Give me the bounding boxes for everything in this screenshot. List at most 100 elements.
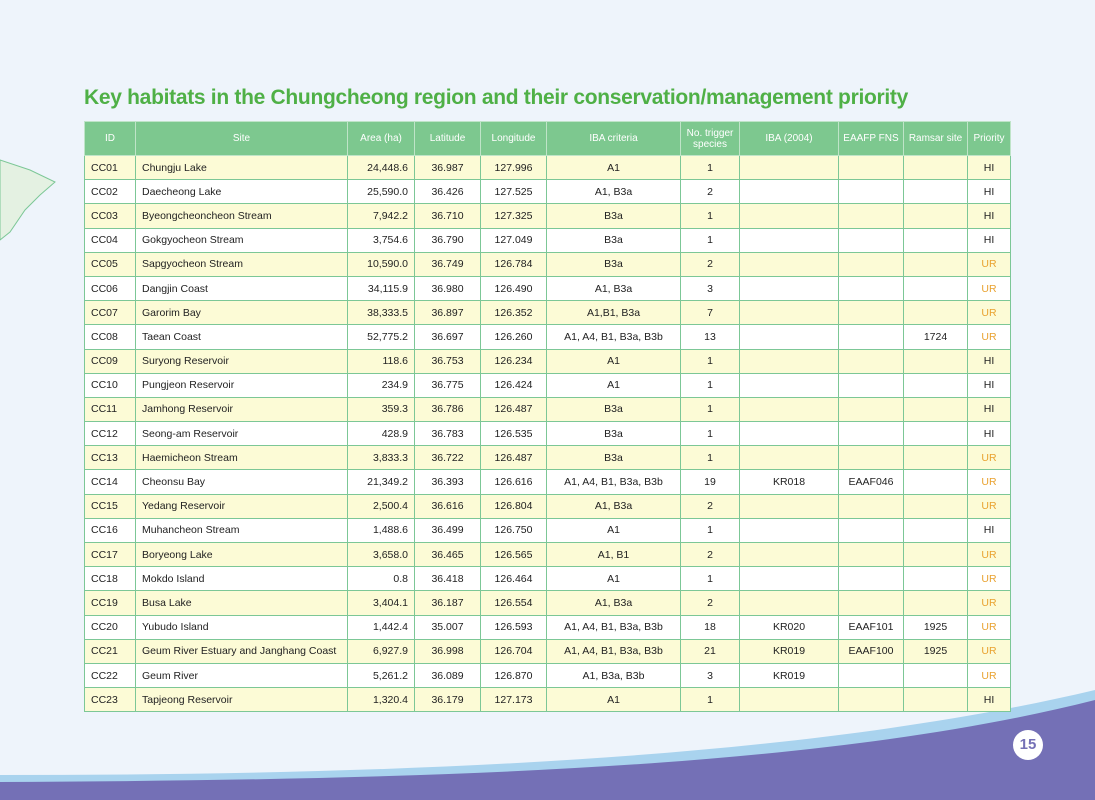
table-cell: A1, B3a, B3b (546, 662, 681, 689)
table-cell: 5,261.2 (347, 662, 415, 689)
table-cell: 126.352 (480, 300, 547, 326)
table-cell: Byeongcheoncheon Stream (135, 203, 348, 229)
table-row: CC23 Tapjeong Reservoir 1,320.4 36.179 127.1… (84, 687, 1011, 713)
table-cell: 127.325 (480, 203, 547, 229)
table-cell: EAAF100 (838, 638, 904, 664)
table-cell: 1 (680, 203, 740, 229)
table-row: CC05 Sapgyocheon Stream 10,590.0 36.749 126.… (84, 251, 1011, 277)
table-cell (838, 517, 904, 544)
table-row: CC07 Garorim Bay 38,333.5 36.897 126.352 A1,B… (84, 300, 1011, 326)
table-cell: CC10 (84, 372, 136, 398)
table-cell: Sapgyocheon Stream (135, 251, 348, 277)
table-cell: UR (967, 324, 1011, 350)
table-cell (838, 324, 904, 350)
wave-purple (0, 700, 1095, 800)
habitat-table: ID Site Area (ha) Latitude Longitude IBA crit… (84, 121, 1011, 713)
table-cell (838, 348, 904, 374)
header-cell: Longitude (480, 121, 547, 156)
table-cell: B3a (546, 227, 681, 253)
table-cell: 2 (680, 493, 740, 519)
table-cell: 3 (680, 275, 740, 302)
table-cell: 1,442.4 (347, 614, 415, 640)
table-cell: B3a (546, 445, 681, 471)
table-cell: 36.753 (414, 348, 481, 374)
table-cell: 3,833.3 (347, 445, 415, 471)
table-cell: 1 (680, 348, 740, 374)
header-cell: Area (ha) (347, 121, 415, 156)
table-cell: A1,B1, B3a (546, 300, 681, 326)
table-cell: B3a (546, 421, 681, 447)
table-cell (903, 566, 968, 592)
table-cell: CC14 (84, 469, 136, 495)
table-cell: 126.487 (480, 445, 547, 471)
table-cell: 36.465 (414, 541, 481, 568)
table-cell: 126.870 (480, 662, 547, 689)
table-cell: 126.464 (480, 566, 547, 592)
table-cell: Boryeong Lake (135, 541, 348, 568)
table-cell: CC21 (84, 638, 136, 664)
table-cell (739, 566, 839, 592)
table-cell (903, 421, 968, 447)
table-cell (739, 445, 839, 471)
table-cell: Geum River Estuary and Janghang Coast (135, 638, 348, 664)
table-cell (739, 275, 839, 302)
table-row: CC09 Suryong Reservoir 118.6 36.753 126.234 A… (84, 348, 1011, 374)
header-cell: EAAFP FNS (838, 121, 904, 156)
table-cell: UR (967, 566, 1011, 592)
table-cell (739, 396, 839, 423)
table-cell: 126.424 (480, 372, 547, 398)
table-row: CC19 Busa Lake 3,404.1 36.187 126.554 A1, B3a… (84, 590, 1011, 616)
table-row: CC06 Dangjin Coast 34,115.9 36.980 126.490 A1… (84, 275, 1011, 302)
table-cell: CC20 (84, 614, 136, 640)
table-cell: 36.710 (414, 203, 481, 229)
table-cell: Seong-am Reservoir (135, 421, 348, 447)
table-cell (903, 517, 968, 544)
table-cell: 2 (680, 541, 740, 568)
table-cell: UR (967, 275, 1011, 302)
table-cell: 36.749 (414, 251, 481, 277)
table-cell (838, 179, 904, 205)
table-cell: 36.790 (414, 227, 481, 253)
table-cell: A1, B3a (546, 590, 681, 616)
table-cell: 38,333.5 (347, 300, 415, 326)
table-row: CC20 Yubudo Island 1,442.4 35.007 126.593 A1,… (84, 614, 1011, 640)
table-cell: HI (967, 179, 1011, 205)
table-cell: CC02 (84, 179, 136, 205)
table-cell: B3a (546, 251, 681, 277)
table-cell (838, 227, 904, 253)
table-cell: HI (967, 227, 1011, 253)
table-cell: Geum River (135, 662, 348, 689)
table-cell: A1 (546, 154, 681, 181)
table-cell (838, 687, 904, 713)
table-cell (739, 300, 839, 326)
table-cell (903, 227, 968, 253)
table-cell: 126.593 (480, 614, 547, 640)
table-cell: CC13 (84, 445, 136, 471)
table-cell (903, 179, 968, 205)
table-row: CC14 Cheonsu Bay 21,349.2 36.393 126.616 A1, … (84, 469, 1011, 495)
table-cell: 1 (680, 517, 740, 544)
table-cell (903, 154, 968, 181)
table-cell: 36.987 (414, 154, 481, 181)
table-cell: KR020 (739, 614, 839, 640)
table-cell: 18 (680, 614, 740, 640)
table-cell: 126.616 (480, 469, 547, 495)
table-cell: 428.9 (347, 421, 415, 447)
table-cell: 24,448.6 (347, 154, 415, 181)
table-cell: A1, B3a (546, 179, 681, 205)
table-cell (739, 227, 839, 253)
table-cell (838, 566, 904, 592)
table-cell: 359.3 (347, 396, 415, 423)
table-cell: 126.554 (480, 590, 547, 616)
table-cell: Cheonsu Bay (135, 469, 348, 495)
table-cell: 7,942.2 (347, 203, 415, 229)
table-cell: UR (967, 590, 1011, 616)
table-cell (739, 324, 839, 350)
table-cell: A1, B3a (546, 275, 681, 302)
table-cell: 52,775.2 (347, 324, 415, 350)
table-cell: 36.089 (414, 662, 481, 689)
table-cell: CC01 (84, 154, 136, 181)
table-cell (903, 275, 968, 302)
table-cell: 126.784 (480, 251, 547, 277)
table-cell: 36.499 (414, 517, 481, 544)
